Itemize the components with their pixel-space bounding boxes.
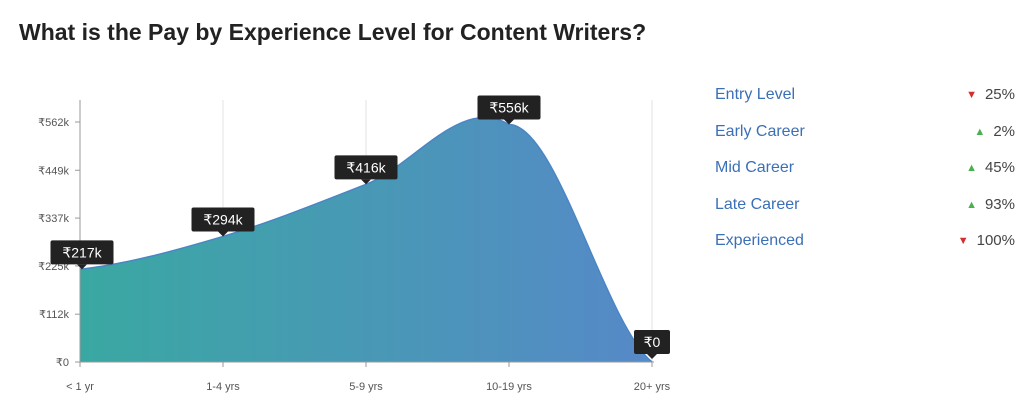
x-tick-label: < 1 yr: [66, 381, 94, 393]
triangle-up-icon: ▲: [966, 198, 977, 211]
y-tick-label: ₹562k: [38, 117, 69, 129]
legend-item-change: ▼ 25%: [966, 86, 1015, 103]
legend-item[interactable]: Early Career ▲ 2%: [715, 121, 1015, 158]
legend-item-change: ▼ 100%: [958, 232, 1015, 249]
x-tick-label: 20+ yrs: [634, 381, 671, 393]
legend: Entry Level ▼ 25% Early Career ▲ 2% Mid Career…: [715, 84, 1015, 267]
change-value: 2%: [993, 122, 1015, 140]
y-tick-label: ₹112k: [39, 309, 70, 321]
area-series: [80, 117, 652, 363]
triangle-up-icon: ▲: [974, 125, 986, 138]
svg-text:₹217k: ₹217k: [62, 244, 102, 260]
data-label: ₹0: [634, 330, 670, 359]
change-value: 100%: [976, 232, 1015, 249]
legend-item[interactable]: Entry Level ▼ 25%: [715, 84, 1015, 121]
data-label: ₹416k: [334, 155, 398, 185]
y-tick-label: ₹0: [56, 357, 69, 369]
svg-text:₹556k: ₹556k: [489, 100, 529, 116]
change-value: 45%: [984, 159, 1015, 176]
y-tick-label: ₹337k: [38, 213, 69, 225]
page-title: What is the Pay by Experience Level for …: [19, 19, 647, 45]
x-tick-label: 10-19 yrs: [486, 381, 532, 393]
legend-item-label[interactable]: Mid Career: [715, 159, 795, 176]
legend-item-label[interactable]: Early Career: [715, 122, 805, 140]
x-tick-label: 5-9 yrs: [349, 381, 383, 393]
pay-by-experience-chart: ₹0₹112k₹225k₹337k₹449k₹562k< 1 yr 1-4 yrs…: [38, 95, 671, 393]
change-value: 25%: [984, 86, 1015, 103]
data-label: ₹217k: [50, 240, 114, 270]
legend-item-change: ▲ 93%: [966, 196, 1015, 213]
data-label: ₹556k: [477, 95, 541, 125]
legend-item[interactable]: Late Career ▲ 93%: [715, 194, 1015, 231]
triangle-down-icon: ▼: [957, 235, 969, 247]
y-tick-label: ₹449k: [38, 165, 69, 177]
svg-text:₹294k: ₹294k: [203, 211, 243, 227]
legend-item-change: ▲ 2%: [974, 123, 1015, 140]
svg-text:₹0: ₹0: [644, 334, 661, 350]
change-value: 93%: [984, 195, 1015, 213]
triangle-down-icon: ▼: [966, 89, 977, 101]
legend-item-label[interactable]: Late Career: [715, 195, 800, 213]
legend-item-label[interactable]: Experienced: [715, 232, 804, 249]
legend-item-change: ▲ 45%: [966, 159, 1015, 176]
triangle-up-icon: ▲: [966, 162, 977, 174]
legend-item[interactable]: Experienced ▼ 100%: [715, 230, 1015, 267]
legend-item-label[interactable]: Entry Level: [715, 86, 796, 103]
data-label: ₹294k: [191, 207, 255, 237]
x-tick-label: 1-4 yrs: [206, 381, 240, 393]
svg-text:₹416k: ₹416k: [346, 159, 386, 175]
legend-item[interactable]: Mid Career ▲ 45%: [715, 157, 1015, 194]
